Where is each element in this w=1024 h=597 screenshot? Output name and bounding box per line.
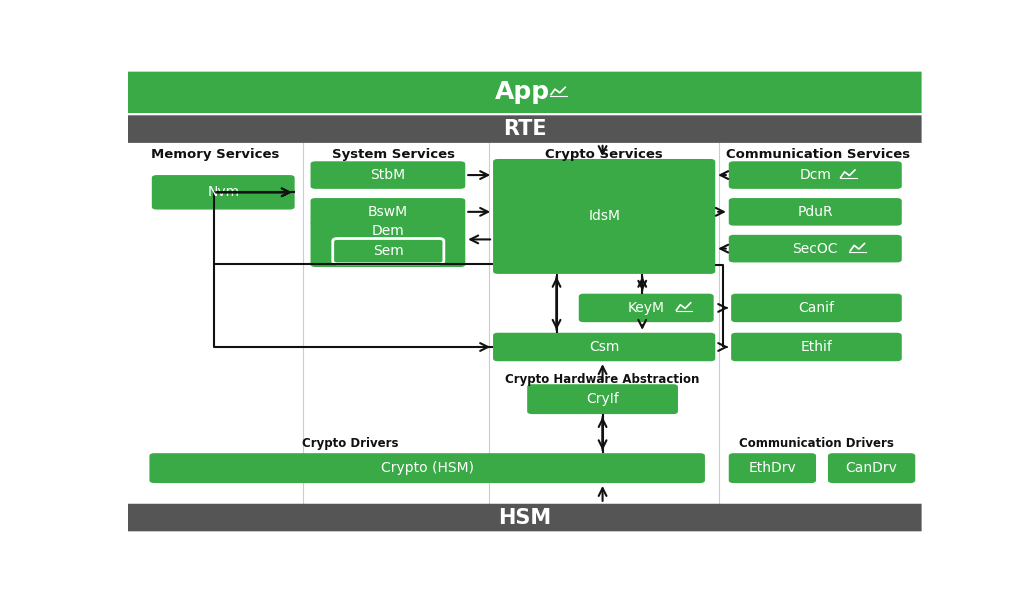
FancyBboxPatch shape [310,198,465,226]
FancyBboxPatch shape [128,115,922,143]
Text: Dem: Dem [372,224,404,238]
Text: Crypto Hardware Abstraction: Crypto Hardware Abstraction [506,373,699,386]
FancyBboxPatch shape [494,333,715,361]
Text: RTE: RTE [503,119,547,139]
FancyBboxPatch shape [729,453,816,483]
FancyBboxPatch shape [128,72,922,113]
FancyBboxPatch shape [729,161,902,189]
FancyBboxPatch shape [527,384,678,414]
FancyBboxPatch shape [731,333,902,361]
FancyBboxPatch shape [731,294,902,322]
Text: App: App [495,81,550,104]
FancyBboxPatch shape [333,239,443,264]
Text: Crypto (HSM): Crypto (HSM) [381,461,474,475]
FancyBboxPatch shape [729,198,902,226]
Text: Ethif: Ethif [801,340,833,354]
Text: KeyM: KeyM [628,301,665,315]
Text: BswM: BswM [368,205,408,219]
Text: Canif: Canif [799,301,835,315]
Text: Communication Drivers: Communication Drivers [739,436,894,450]
Text: Dcm: Dcm [800,168,831,182]
Text: IdsM: IdsM [588,210,621,223]
Text: System Services: System Services [333,148,456,161]
Text: Crypto Services: Crypto Services [546,148,663,161]
FancyBboxPatch shape [828,453,915,483]
FancyBboxPatch shape [494,159,715,274]
Text: Crypto Drivers: Crypto Drivers [302,436,398,450]
Text: Communication Services: Communication Services [726,148,910,161]
FancyBboxPatch shape [310,161,465,189]
Text: EthDrv: EthDrv [749,461,797,475]
Text: HSM: HSM [499,507,551,528]
Text: StbM: StbM [371,168,406,182]
FancyBboxPatch shape [152,175,295,210]
Text: Sem: Sem [373,244,403,258]
Text: Csm: Csm [589,340,620,354]
FancyBboxPatch shape [128,504,922,531]
Text: Memory Services: Memory Services [152,148,280,161]
Text: CanDrv: CanDrv [846,461,898,475]
FancyBboxPatch shape [150,453,705,483]
FancyBboxPatch shape [310,221,465,267]
FancyBboxPatch shape [579,294,714,322]
Text: CryIf: CryIf [586,392,618,406]
Text: PduR: PduR [798,205,834,219]
FancyBboxPatch shape [729,235,902,263]
Text: SecOC: SecOC [793,242,838,256]
Text: Nvm: Nvm [207,185,240,199]
